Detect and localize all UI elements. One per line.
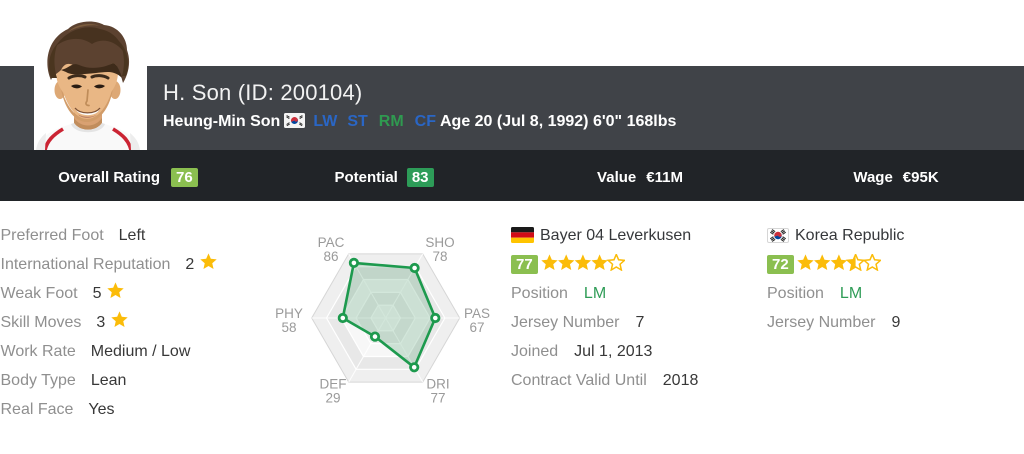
svg-text:29: 29: [325, 391, 340, 406]
svg-text:67: 67: [469, 320, 484, 335]
svg-text:77: 77: [430, 391, 445, 406]
svg-text:78: 78: [432, 249, 447, 264]
svg-text:86: 86: [323, 249, 338, 264]
svg-text:DRI: DRI: [426, 377, 449, 392]
svg-text:PAC: PAC: [318, 235, 345, 250]
svg-text:58: 58: [281, 320, 296, 335]
svg-text:SHO: SHO: [425, 235, 454, 250]
svg-text:DEF: DEF: [320, 377, 347, 392]
svg-text:PAS: PAS: [464, 306, 490, 321]
svg-text:PHY: PHY: [275, 306, 303, 321]
